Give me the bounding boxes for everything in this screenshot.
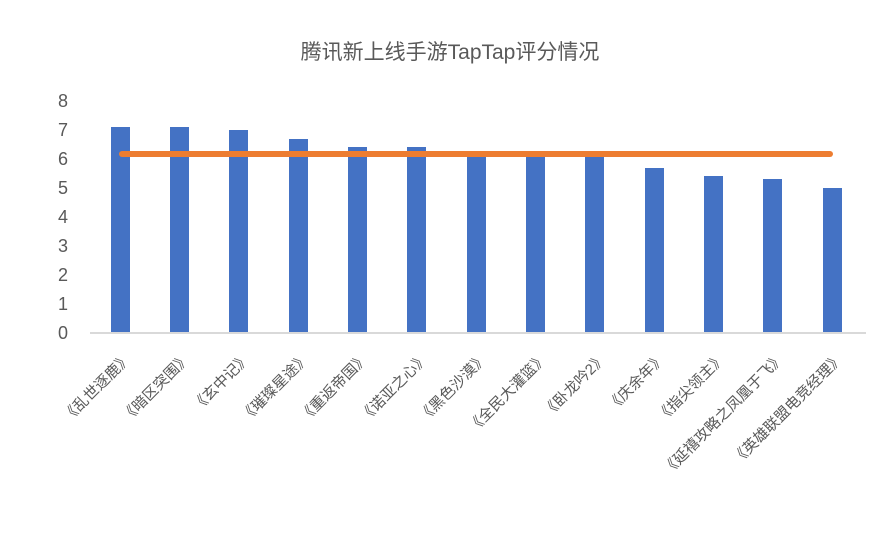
x-category-label: 《英雄联盟电竞经理》 (729, 350, 848, 469)
bar (704, 176, 724, 333)
y-tick-label: 8 (57, 91, 68, 111)
chart-title: 腾讯新上线手游TapTap评分情况 (300, 41, 600, 64)
bar (466, 156, 486, 333)
bar (526, 156, 546, 333)
x-axis-line (90, 332, 866, 334)
y-tick-label: 2 (57, 265, 68, 285)
y-tick-label: 3 (57, 236, 68, 256)
bar (347, 147, 367, 333)
y-tick-label: 0 (57, 323, 68, 343)
x-category-label: 《延禧攻略之凤凰于飞》 (659, 350, 788, 479)
x-category-label: 《庆余年》 (604, 350, 670, 416)
bar (644, 167, 664, 333)
bar (763, 179, 783, 333)
average-score-line (119, 150, 834, 157)
bar (585, 156, 605, 333)
bar (110, 127, 130, 333)
y-tick-label: 4 (57, 207, 68, 227)
y-tick-label: 6 (57, 149, 68, 169)
y-tick-label: 5 (57, 178, 68, 198)
y-tick-label: 7 (57, 120, 68, 140)
bar (822, 188, 842, 333)
bar (169, 127, 189, 333)
bar (407, 147, 427, 333)
bar (288, 138, 308, 333)
y-tick-label: 1 (57, 294, 68, 314)
bar (229, 130, 249, 333)
